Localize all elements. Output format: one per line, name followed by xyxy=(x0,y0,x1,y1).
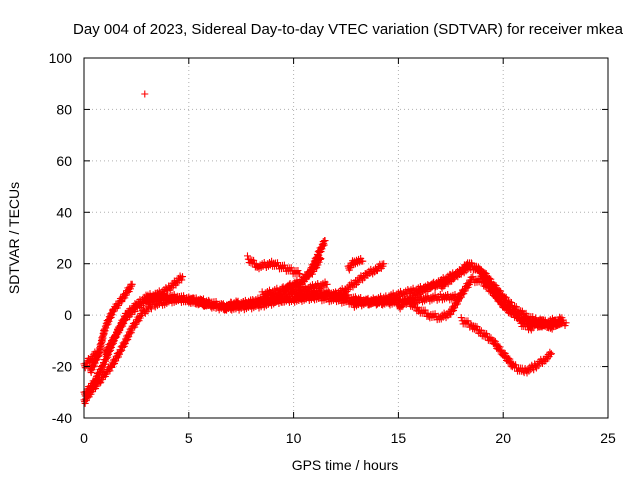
data-point xyxy=(497,297,505,305)
data-point xyxy=(490,337,498,345)
data-point xyxy=(512,303,520,311)
data-point xyxy=(497,287,505,295)
data-point xyxy=(557,317,565,325)
data-points xyxy=(80,90,570,407)
data-point xyxy=(179,273,187,281)
data-point xyxy=(506,355,514,363)
data-point xyxy=(496,343,504,351)
data-point xyxy=(147,305,155,313)
data-point xyxy=(380,260,388,268)
y-tick-label: 0 xyxy=(64,307,72,323)
data-point xyxy=(502,293,510,301)
data-point xyxy=(547,350,555,358)
data-point xyxy=(296,270,304,278)
x-tick-label: 0 xyxy=(80,430,88,446)
y-tick-label: 40 xyxy=(56,204,72,220)
data-point xyxy=(350,261,358,269)
data-point xyxy=(483,330,491,338)
y-tick-label: 60 xyxy=(56,153,72,169)
series-arc-9 xyxy=(243,252,304,278)
series-arc-5 xyxy=(101,272,187,359)
data-point xyxy=(243,252,251,260)
y-tick-label: 80 xyxy=(56,101,72,117)
chart-title: Day 004 of 2023, Sidereal Day-to-day VTE… xyxy=(73,21,624,38)
outlier-point xyxy=(141,90,149,98)
data-point xyxy=(558,314,566,322)
series-arc-20 xyxy=(516,313,566,334)
x-axis-label: GPS time / hours xyxy=(292,457,399,473)
data-point xyxy=(504,297,512,305)
data-point xyxy=(491,281,499,289)
data-point xyxy=(475,264,483,272)
data-point xyxy=(491,337,499,345)
data-point xyxy=(501,293,509,301)
data-point xyxy=(498,298,506,306)
data-point xyxy=(499,298,507,306)
y-axis-ticks: -40 -20 0 20 40 60 80 100 xyxy=(49,50,608,426)
x-tick-label: 20 xyxy=(495,430,511,446)
data-point xyxy=(490,286,498,294)
x-tick-label: 10 xyxy=(286,430,302,446)
data-point xyxy=(321,237,329,245)
data-point xyxy=(495,342,503,350)
x-tick-label: 5 xyxy=(185,430,193,446)
data-point xyxy=(405,296,413,304)
data-point xyxy=(250,256,258,264)
data-point xyxy=(496,294,504,302)
data-point xyxy=(501,349,509,357)
series-arc-19 xyxy=(457,314,555,377)
data-point xyxy=(504,354,512,362)
data-point xyxy=(287,264,295,272)
data-point xyxy=(502,302,510,310)
data-point xyxy=(536,315,544,323)
data-point xyxy=(316,255,324,263)
data-point xyxy=(507,299,515,307)
series-arc-4 xyxy=(86,280,136,377)
data-point xyxy=(479,270,487,278)
data-point xyxy=(485,278,493,286)
data-point xyxy=(411,300,419,308)
y-tick-label: 100 xyxy=(49,50,73,66)
data-point xyxy=(480,271,488,279)
data-point xyxy=(117,347,125,355)
data-point xyxy=(316,254,324,262)
data-point xyxy=(500,349,508,357)
data-point xyxy=(501,299,509,307)
data-point xyxy=(489,285,497,293)
data-point xyxy=(492,282,500,290)
data-point xyxy=(547,350,555,358)
plot-frame xyxy=(83,57,609,419)
y-axis-label: SDTVAR / TECUs xyxy=(6,182,22,294)
data-point xyxy=(323,280,331,288)
data-point xyxy=(219,300,227,308)
data-point xyxy=(178,276,186,284)
x-tick-label: 15 xyxy=(391,430,407,446)
data-point xyxy=(359,257,367,265)
data-point xyxy=(128,280,136,288)
series-arc-13 xyxy=(332,260,388,300)
y-tick-label: -20 xyxy=(52,359,72,375)
data-point xyxy=(424,309,432,317)
y-tick-label: -40 xyxy=(52,410,72,426)
data-point xyxy=(495,287,503,295)
data-point xyxy=(547,324,555,332)
data-point xyxy=(505,303,513,311)
data-point xyxy=(512,308,520,316)
series-arc-11 xyxy=(279,254,325,295)
data-point xyxy=(317,255,325,263)
data-point xyxy=(476,265,484,273)
data-point xyxy=(473,323,481,331)
y-tick-label: 20 xyxy=(56,256,72,272)
data-point xyxy=(494,292,502,300)
data-point xyxy=(541,317,549,325)
x-tick-label: 25 xyxy=(600,430,616,446)
data-point xyxy=(486,279,494,287)
x-axis-ticks: 0 5 10 15 20 25 xyxy=(80,58,616,446)
series-arc-14 xyxy=(344,254,367,274)
